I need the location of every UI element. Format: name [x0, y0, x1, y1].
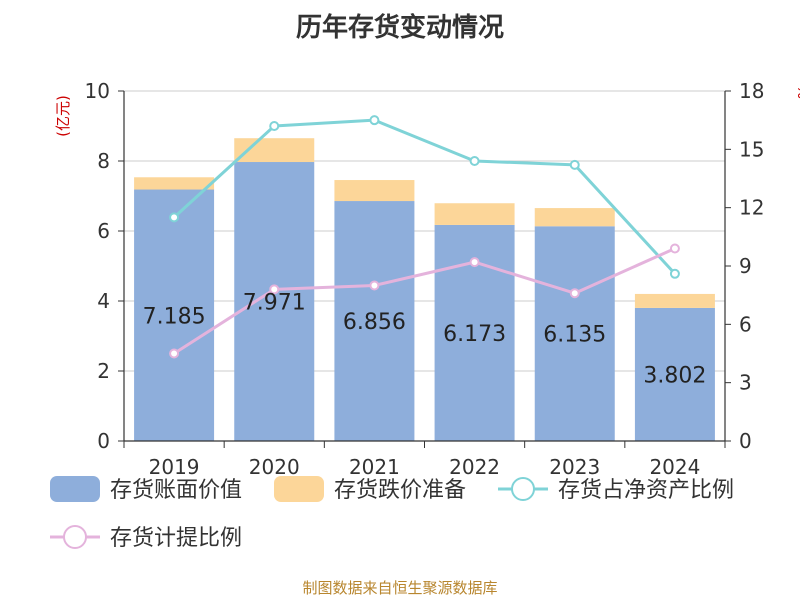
bar-book-value-2021 [334, 201, 415, 441]
legend-item-net-asset-ratio[interactable]: 存货占净资产比例 [498, 477, 734, 503]
legend-label-net-asset-ratio: 存货占净资产比例 [558, 478, 734, 503]
point-provision-ratio-2021 [369, 280, 380, 291]
right-axis-unit: % [794, 85, 800, 99]
point-net-asset-ratio-2020 [269, 121, 280, 131]
left-tick-label-4: 8 [97, 149, 110, 173]
point-provision-ratio-2024 [669, 243, 680, 254]
legend-item-book-value[interactable]: 存货账面价值 [50, 476, 242, 503]
data-labels: 7.185 7.971 6.856 6.173 6.135 3.802 [143, 291, 707, 389]
legend-marker-provision-ratio [63, 525, 87, 549]
line-net-asset-ratio [173, 118, 677, 275]
data-label-book-value-2022: 6.173 [443, 322, 506, 347]
right-tick-label-3: 9 [739, 254, 752, 278]
x-tick-label-2020: 2020 [249, 455, 300, 479]
legend-swatch-book-value [50, 476, 100, 502]
bar-impairment-2024 [634, 293, 715, 308]
left-tick-label-2: 4 [97, 289, 110, 313]
legend-label-book-value: 存货账面价值 [110, 478, 242, 503]
point-provision-ratio-2022 [469, 257, 480, 268]
grid-lines [124, 90, 725, 372]
data-label-book-value-2021: 6.856 [343, 310, 406, 335]
axes: 0 2 4 6 8 10 0 3 6 9 12 15 18 2019 2020 2021 2022 2023 202… [85, 79, 765, 479]
data-label-book-value-2019: 7.185 [143, 304, 206, 329]
point-provision-ratio-2019 [169, 348, 180, 359]
bar-impairment-2019 [134, 177, 215, 190]
left-tick-label-3: 6 [97, 219, 110, 243]
bar-book-value-2020 [234, 162, 315, 441]
data-label-book-value-2023: 6.135 [543, 323, 606, 348]
right-tick-label-4: 12 [739, 196, 764, 220]
bar-impairment-2023 [534, 208, 615, 227]
chart-title: 历年存货变动情况 [296, 12, 504, 43]
source-note: 制图数据来自恒生聚源数据库 [302, 579, 497, 597]
legend-marker-net-asset-ratio [511, 477, 535, 501]
legend-item-provision-ratio[interactable]: 存货计提比例 [50, 525, 242, 551]
x-tick-label-2022: 2022 [449, 455, 500, 479]
point-net-asset-ratio-2024 [669, 268, 680, 279]
legend-swatch-impairment [274, 476, 324, 502]
right-tick-label-2: 6 [739, 312, 752, 336]
legend-item-impairment[interactable]: 存货跌价准备 [274, 476, 466, 503]
left-tick-label-5: 10 [85, 79, 110, 103]
bar-book-value-2024 [634, 307, 715, 441]
line-series [169, 115, 680, 359]
data-label-book-value-2020: 7.971 [243, 291, 306, 316]
line-provision-ratio [173, 247, 676, 355]
right-tick-label-6: 18 [739, 79, 764, 103]
x-tick-label-2019: 2019 [149, 455, 200, 479]
right-tick-label-1: 3 [739, 371, 752, 395]
x-tick-label-2024: 2024 [649, 455, 700, 479]
legend-label-provision-ratio: 存货计提比例 [110, 526, 242, 551]
right-tick-label-0: 0 [739, 429, 752, 453]
left-axis-unit: (亿元) [54, 95, 72, 137]
point-provision-ratio-2023 [569, 288, 580, 299]
point-net-asset-ratio-2022 [469, 156, 480, 166]
data-label-book-value-2024: 3.802 [643, 363, 706, 388]
point-net-asset-ratio-2021 [369, 115, 380, 126]
right-tick-label-5: 15 [739, 137, 764, 161]
x-tick-label-2023: 2023 [549, 455, 600, 479]
x-tick-label-2021: 2021 [349, 455, 400, 479]
point-net-asset-ratio-2019 [169, 212, 180, 223]
legend-label-impairment: 存货跌价准备 [334, 478, 466, 503]
bar-book-value-2019 [134, 189, 215, 441]
bar-impairment-2022 [434, 203, 515, 225]
legend: 存货账面价值 存货跌价准备 存货占净资产比例 存货计提比例 [50, 476, 734, 551]
left-tick-label-0: 0 [97, 429, 110, 453]
left-tick-label-1: 2 [97, 359, 110, 383]
bar-book-value-2023 [534, 226, 615, 441]
bar-impairment-2021 [334, 180, 415, 202]
bar-series [134, 138, 715, 441]
point-net-asset-ratio-2023 [569, 159, 580, 170]
point-provision-ratio-2020 [269, 284, 280, 295]
